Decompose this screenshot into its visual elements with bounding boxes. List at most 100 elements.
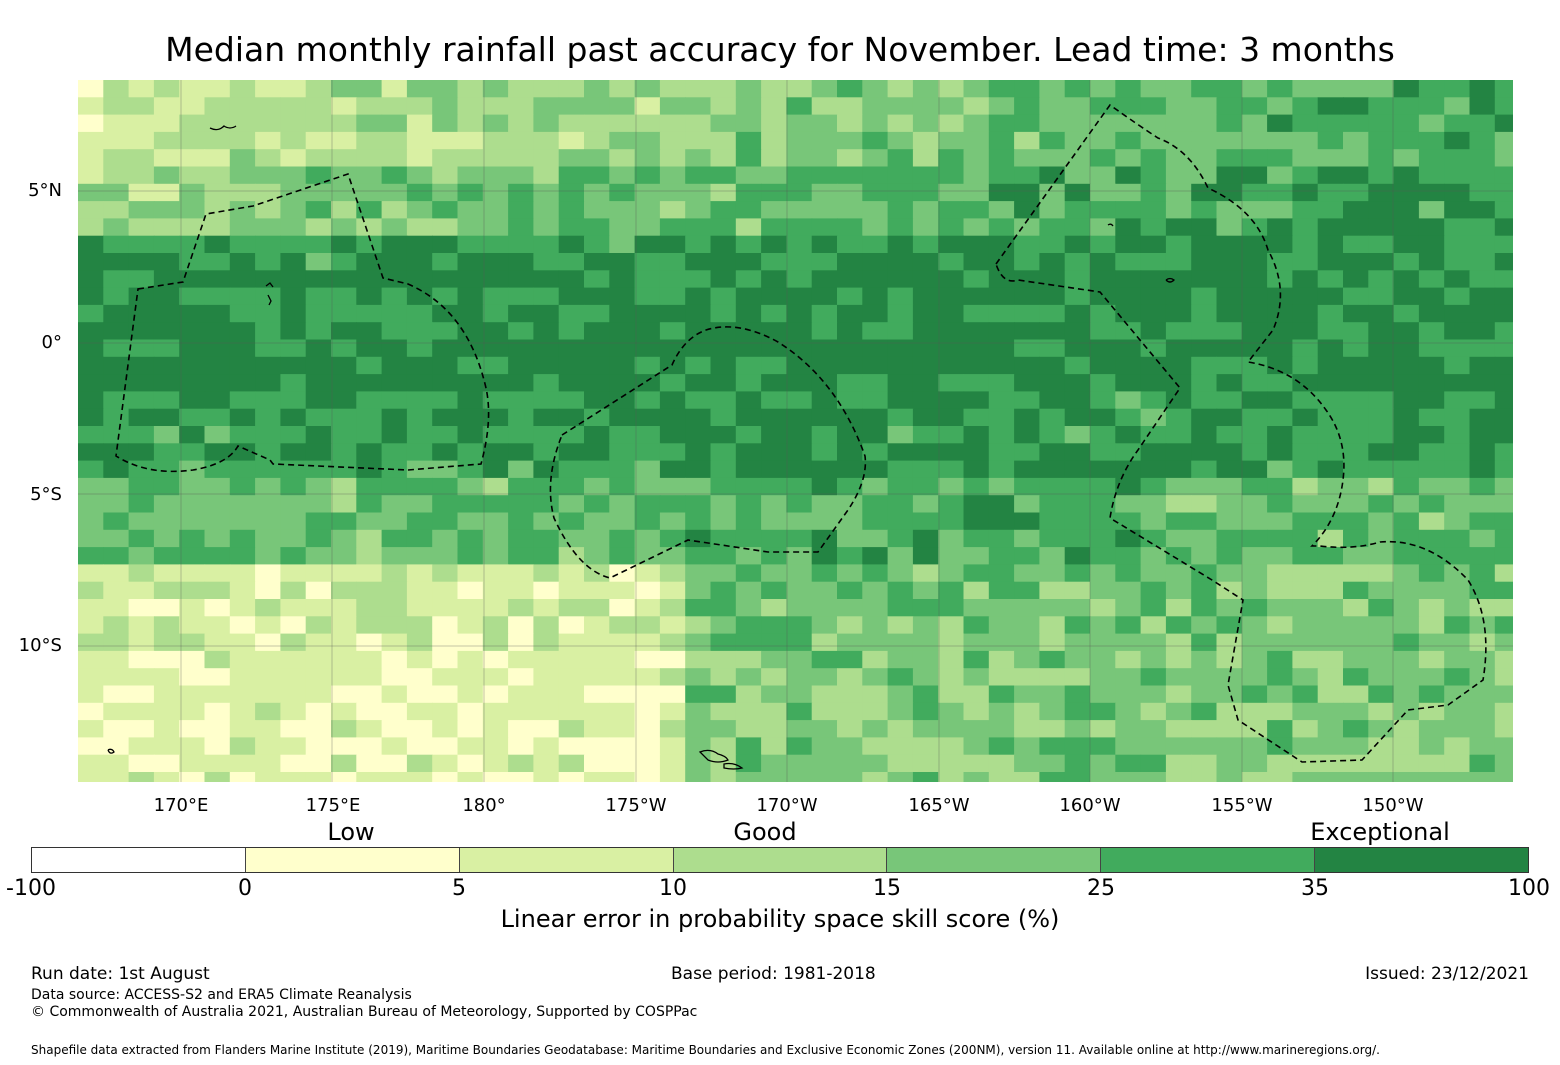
grid-cell xyxy=(1165,166,1192,185)
grid-cell xyxy=(837,772,863,782)
grid-cell xyxy=(1140,547,1167,565)
colorbar-bin xyxy=(1315,848,1529,872)
grid-cell xyxy=(634,322,661,341)
grid-cell xyxy=(305,426,332,444)
grid-cell xyxy=(381,668,408,687)
grid-cell xyxy=(988,218,1015,237)
grid-cell xyxy=(735,80,762,98)
grid-cell xyxy=(1317,97,1344,116)
grid-cell xyxy=(811,391,838,410)
grid-cell xyxy=(1090,495,1116,514)
grid-cell xyxy=(912,166,939,185)
grid-cell xyxy=(457,512,484,531)
grid-cell xyxy=(1317,547,1344,565)
grid-cell xyxy=(482,685,509,704)
grid-cell xyxy=(1444,426,1471,444)
grid-cell xyxy=(1039,460,1066,479)
grid-cell xyxy=(1140,754,1167,773)
grid-cell xyxy=(609,702,636,721)
grid-cell xyxy=(1115,97,1142,116)
grid-cell xyxy=(1393,720,1420,738)
grid-cell xyxy=(735,720,762,738)
grid-cell xyxy=(862,685,889,704)
grid-cell xyxy=(1140,408,1167,427)
grid-cell xyxy=(1368,253,1395,271)
grid-cell xyxy=(761,149,787,168)
grid-cell xyxy=(963,512,990,531)
grid-cell xyxy=(406,149,433,168)
grid-cell xyxy=(1064,287,1091,306)
grid-cell xyxy=(1216,356,1243,375)
grid-cell xyxy=(862,270,889,289)
grid-cell xyxy=(938,772,965,782)
grid-cell xyxy=(1418,201,1445,219)
grid-cell xyxy=(153,114,180,133)
grid-cell xyxy=(179,253,206,271)
grid-cell xyxy=(786,201,813,219)
grid-cell xyxy=(204,426,231,444)
colorbar-tick: 5 xyxy=(452,876,466,901)
grid-cell xyxy=(229,495,256,514)
grid-cell xyxy=(153,235,180,254)
grid-cell xyxy=(381,253,408,271)
grid-cell xyxy=(255,564,281,583)
grid-cell xyxy=(584,183,610,202)
grid-cell xyxy=(381,287,408,306)
grid-cell xyxy=(381,149,408,168)
grid-cell xyxy=(457,287,484,306)
grid-cell xyxy=(988,737,1015,756)
grid-cell xyxy=(811,477,838,496)
grid-cell xyxy=(786,650,813,669)
grid-cell xyxy=(963,754,990,773)
grid-cell xyxy=(1343,374,1369,392)
grid-cell xyxy=(735,668,762,687)
grid-cell xyxy=(381,581,408,600)
grid-cell xyxy=(1090,443,1116,462)
grid-cell xyxy=(1444,737,1471,756)
grid-cell xyxy=(1444,720,1471,738)
grid-cell xyxy=(862,477,889,496)
grid-cell xyxy=(912,460,939,479)
grid-cell xyxy=(1191,97,1218,116)
grid-cell xyxy=(406,183,433,202)
grid-cell xyxy=(761,720,787,738)
grid-cell xyxy=(1014,616,1040,635)
grid-cell xyxy=(609,166,636,185)
grid-cell xyxy=(634,391,661,410)
grid-cell xyxy=(811,374,838,392)
grid-cell xyxy=(482,737,509,756)
grid-cell xyxy=(280,270,307,289)
grid-cell xyxy=(609,685,636,704)
grid-cell xyxy=(153,702,180,721)
grid-cell xyxy=(1039,391,1066,410)
grid-cell xyxy=(1039,495,1066,514)
grid-cell xyxy=(153,616,180,635)
grid-cell xyxy=(305,253,332,271)
grid-cell xyxy=(1292,529,1319,548)
grid-cell xyxy=(1292,201,1319,219)
grid-cell xyxy=(103,737,130,756)
grid-cell xyxy=(78,633,104,652)
grid-cell xyxy=(811,304,838,323)
grid-cell xyxy=(179,408,206,427)
grid-cell xyxy=(609,633,636,652)
grid-cell xyxy=(1444,114,1471,133)
grid-cell xyxy=(103,443,130,462)
grid-cell xyxy=(1165,287,1192,306)
grid-cell xyxy=(862,426,889,444)
grid-cell xyxy=(280,702,307,721)
grid-cell xyxy=(229,80,256,98)
grid-cell xyxy=(988,201,1015,219)
grid-cell xyxy=(1090,149,1116,168)
grid-cell xyxy=(457,322,484,341)
grid-cell xyxy=(1115,512,1142,531)
grid-cell xyxy=(988,304,1015,323)
grid-cell xyxy=(1014,599,1040,617)
grid-cell xyxy=(305,616,332,635)
grid-cell xyxy=(710,131,737,150)
grid-cell xyxy=(1191,702,1218,721)
grid-cell xyxy=(786,304,813,323)
grid-cell xyxy=(1216,772,1243,782)
grid-cell xyxy=(1014,201,1040,219)
grid-cell xyxy=(1469,201,1496,219)
